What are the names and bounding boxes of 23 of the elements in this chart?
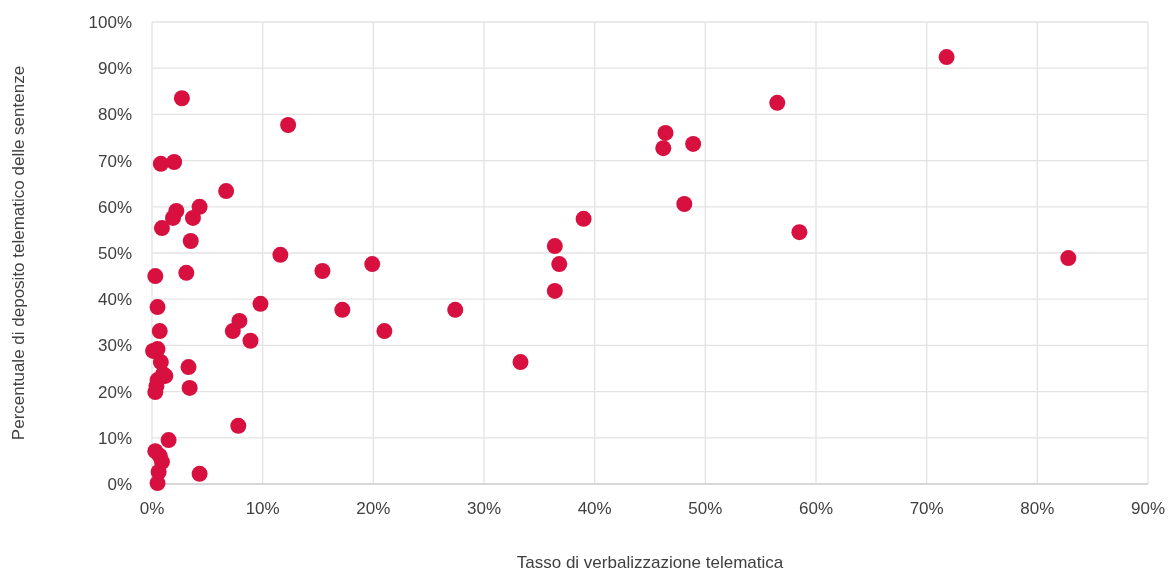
y-tick-label: 80%	[97, 105, 132, 125]
y-tick-label: 0%	[107, 474, 132, 494]
x-tick-label: 70%	[909, 499, 944, 518]
y-tick-label: 20%	[97, 382, 132, 402]
x-tick-label: 40%	[577, 499, 612, 518]
x-tick-label: 90%	[1130, 499, 1166, 518]
y-tick-label: 40%	[97, 290, 132, 310]
x-tick-label: 10%	[245, 499, 280, 518]
y-tick-label: 50%	[97, 243, 132, 263]
y-tick-label: 60%	[97, 197, 132, 217]
x-tick-label: 50%	[688, 499, 723, 518]
y-tick-label: 90%	[97, 59, 132, 79]
x-tick-label: 0%	[139, 499, 165, 518]
y-tick-label: 30%	[97, 336, 132, 356]
x-tick-label: 80%	[1020, 499, 1055, 518]
y-tick-label: 10%	[97, 428, 132, 448]
x-axis-title: Tasso di verbalizzazione telematica	[516, 553, 784, 572]
x-tick-label: 30%	[466, 499, 502, 518]
x-tick-label: 60%	[798, 499, 834, 518]
y-tick-label: 70%	[97, 151, 132, 171]
x-tick-label: 20%	[356, 499, 391, 518]
y-axis-title: Percentuale di deposito telematico delle sentenze	[9, 65, 28, 441]
y-tick-label: 100%	[88, 12, 132, 32]
